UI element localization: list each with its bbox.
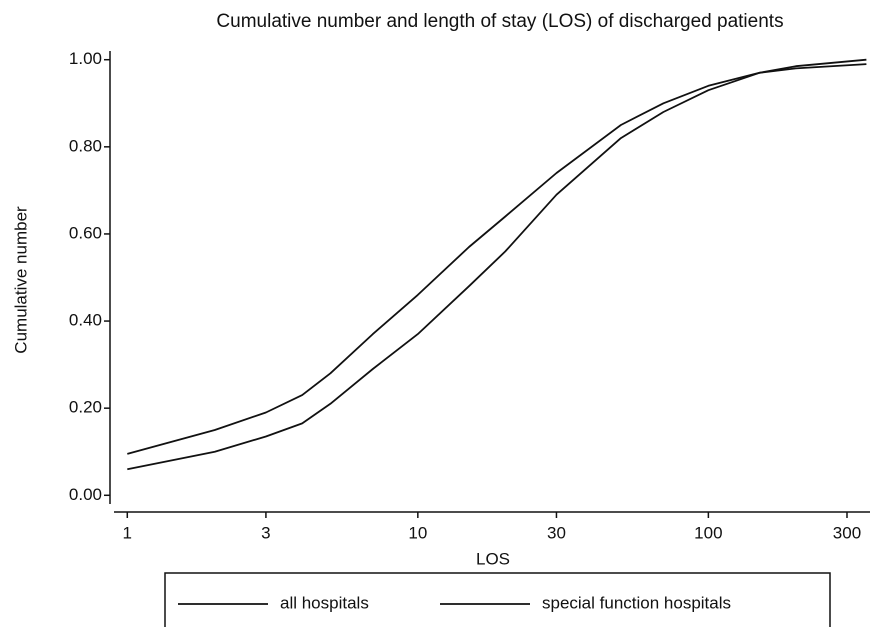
y-tick-label: 0.80	[69, 136, 102, 155]
legend-label: all hospitals	[280, 593, 369, 612]
y-tick-label: 1.00	[69, 49, 102, 68]
x-tick-label: 100	[694, 523, 722, 542]
y-tick-label: 0.60	[69, 223, 102, 242]
y-tick-label: 0.00	[69, 485, 102, 504]
x-tick-label: 10	[408, 523, 427, 542]
y-tick-label: 0.40	[69, 311, 102, 330]
line-series	[127, 58, 867, 471]
x-axis-label: LOS	[476, 549, 510, 568]
x-tick-label: 1	[123, 523, 132, 542]
x-tick-label: 300	[833, 523, 861, 542]
y-tick-label: 0.20	[69, 398, 102, 417]
x-tick-label: 30	[547, 523, 566, 542]
line-series	[127, 63, 867, 455]
legend-label: special function hospitals	[542, 593, 731, 612]
y-axis-label: Cumulative number	[11, 206, 30, 354]
x-tick-label: 3	[261, 523, 270, 542]
chart-title: Cumulative number and length of stay (LO…	[216, 11, 783, 32]
legend-box	[164, 572, 831, 627]
